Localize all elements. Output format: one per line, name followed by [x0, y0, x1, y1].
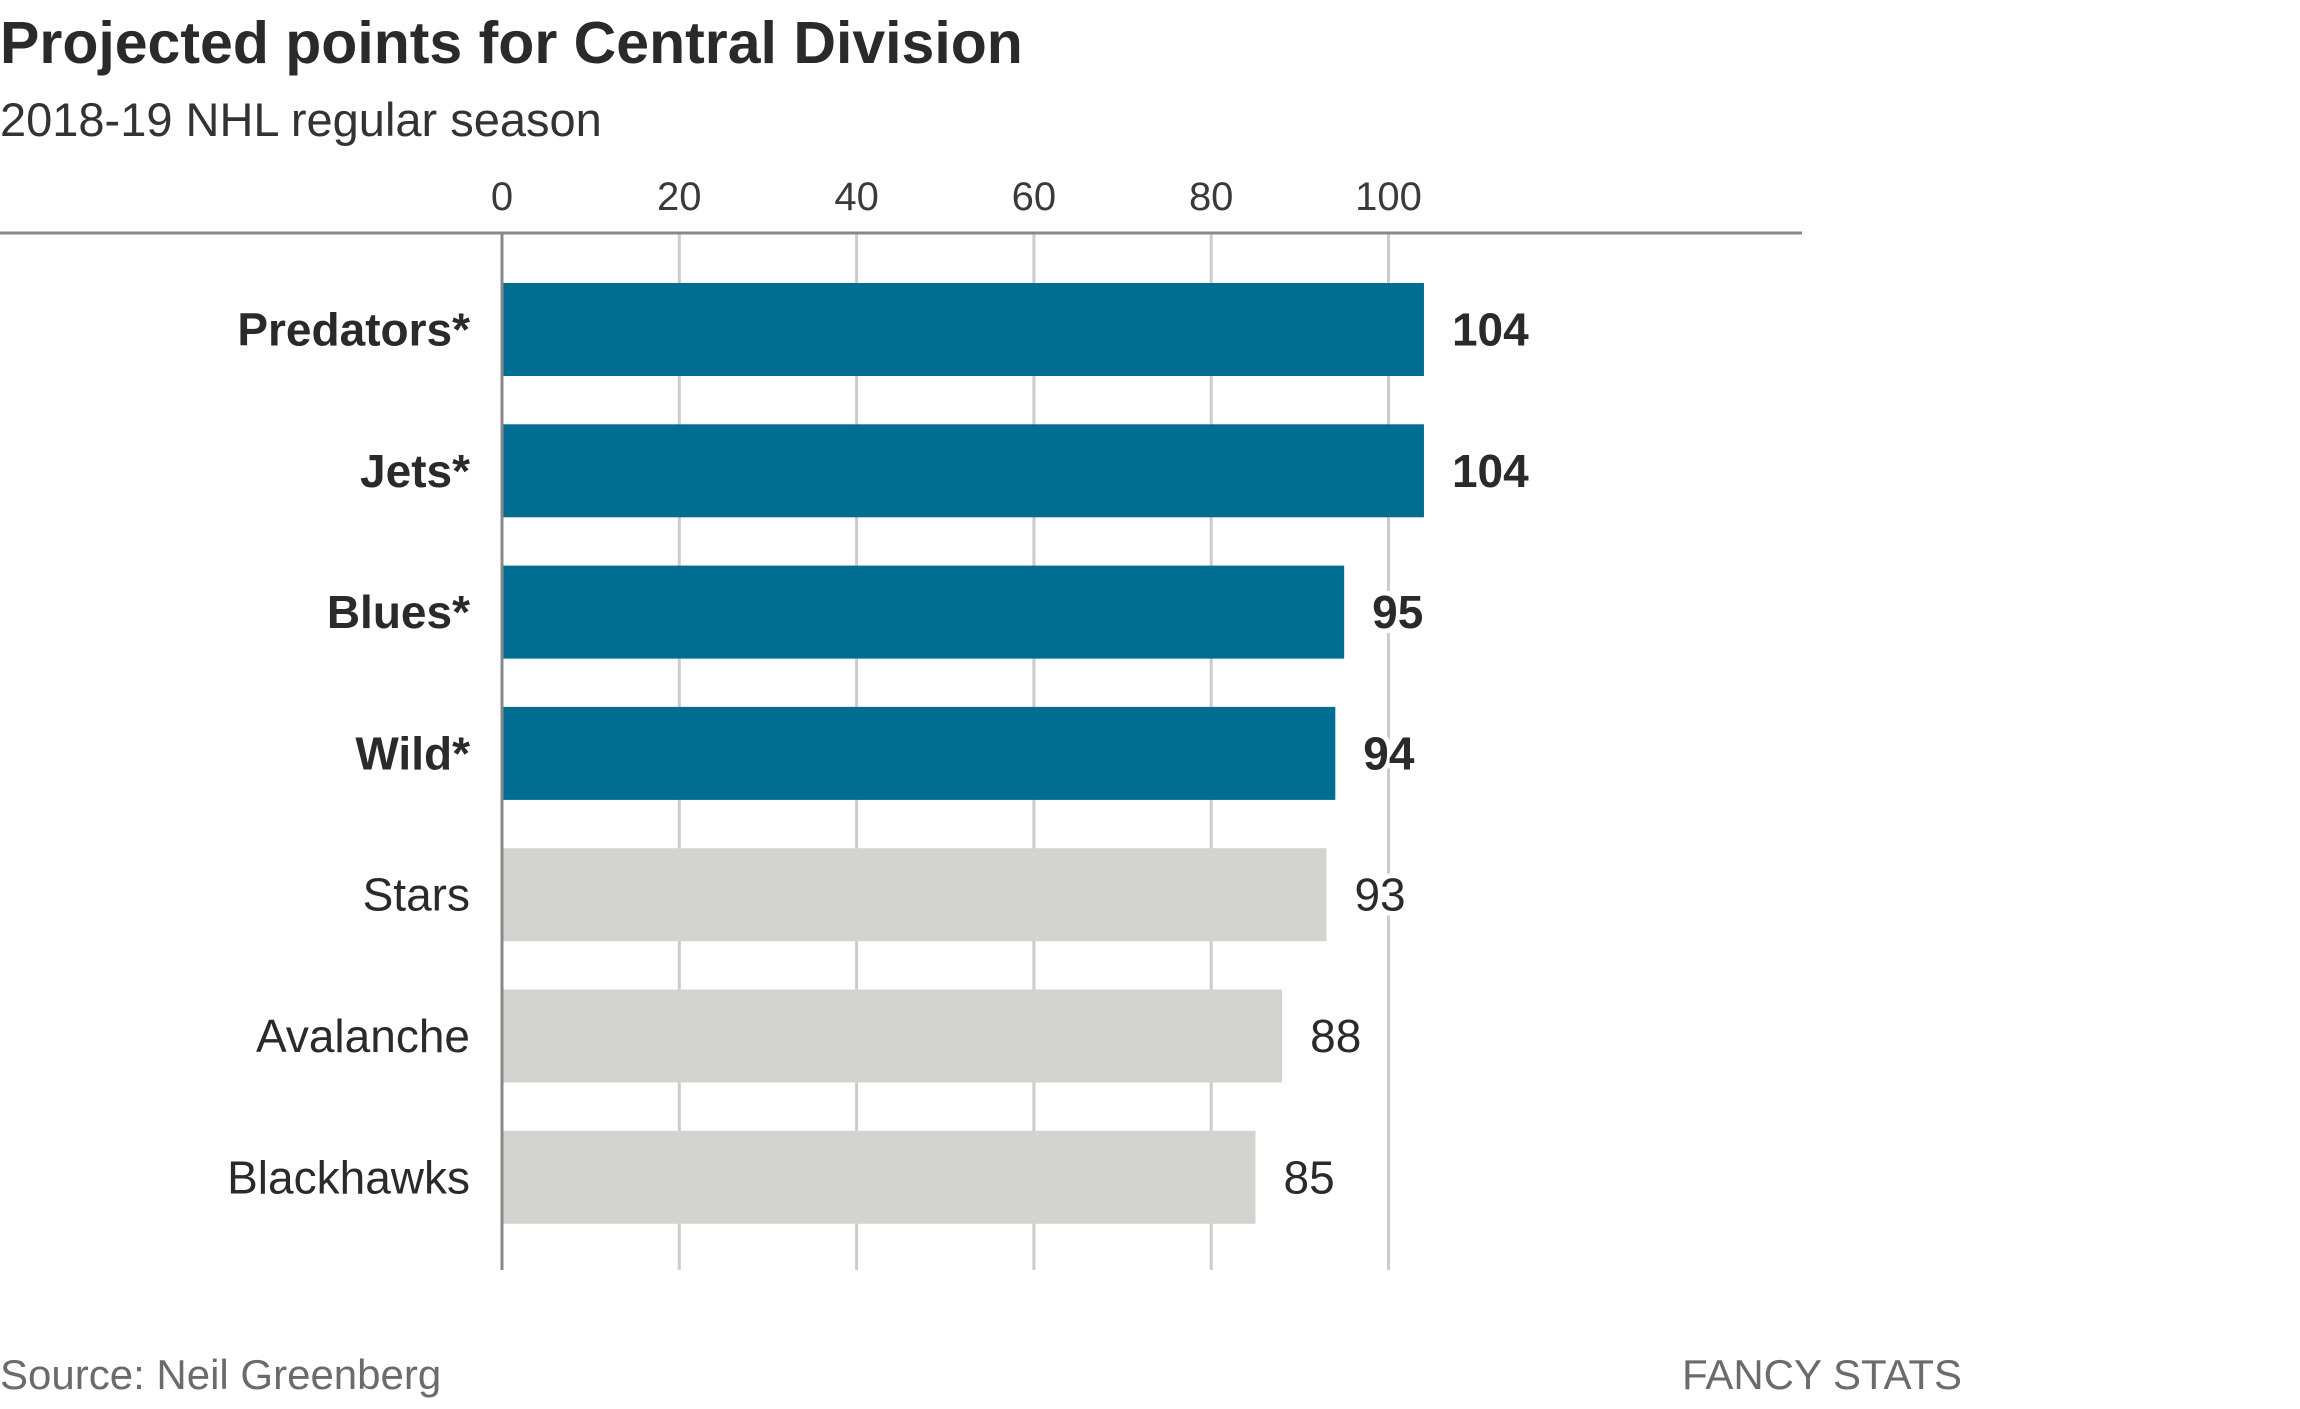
value-label-jets: 104 [1452, 445, 1529, 497]
category-label-blackhawks: Blackhawks [227, 1151, 470, 1203]
chart-title: Projected points for Central Division [0, 10, 1023, 76]
bar-jets [502, 424, 1424, 518]
source-note: Source: Neil Greenberg [0, 1351, 442, 1398]
bar-avalanche [502, 989, 1283, 1083]
category-label-blues: Blues* [327, 586, 470, 638]
value-label-stars: 93 [1354, 869, 1405, 921]
bar-blackhawks [502, 1130, 1256, 1224]
brand-label: FANCY STATS [1682, 1351, 1963, 1398]
bar-stars [502, 848, 1327, 942]
category-label-jets: Jets* [360, 445, 470, 497]
bar-predators [502, 283, 1424, 376]
x-tick-label-20: 20 [657, 175, 702, 219]
x-tick-label-60: 60 [1012, 175, 1057, 219]
labels: 0 20 40 60 80 100 Predators* 104 Jets* 104 Blues* 9… [227, 175, 1534, 1208]
chart-subtitle: 2018-19 NHL regular season [0, 93, 602, 146]
category-label-avalanche: Avalanche [256, 1010, 470, 1062]
category-label-stars: Stars [363, 869, 470, 921]
x-tick-label-40: 40 [834, 175, 879, 219]
x-tick-label-80: 80 [1189, 175, 1234, 219]
x-tick-label-100: 100 [1355, 175, 1422, 219]
value-label-predators: 104 [1452, 304, 1529, 356]
axes [0, 231, 1802, 1270]
x-tick-label-0: 0 [491, 175, 513, 219]
value-label-blackhawks: 85 [1284, 1151, 1335, 1203]
bars [502, 283, 1424, 1224]
value-label-wild: 94 [1363, 727, 1415, 779]
value-label-avalanche: 88 [1310, 1010, 1361, 1062]
value-label-blues: 95 [1372, 586, 1423, 638]
category-label-predators: Predators* [237, 304, 470, 356]
category-label-wild: Wild* [355, 727, 470, 779]
bar-wild [502, 706, 1336, 800]
bar-blues [502, 565, 1345, 659]
